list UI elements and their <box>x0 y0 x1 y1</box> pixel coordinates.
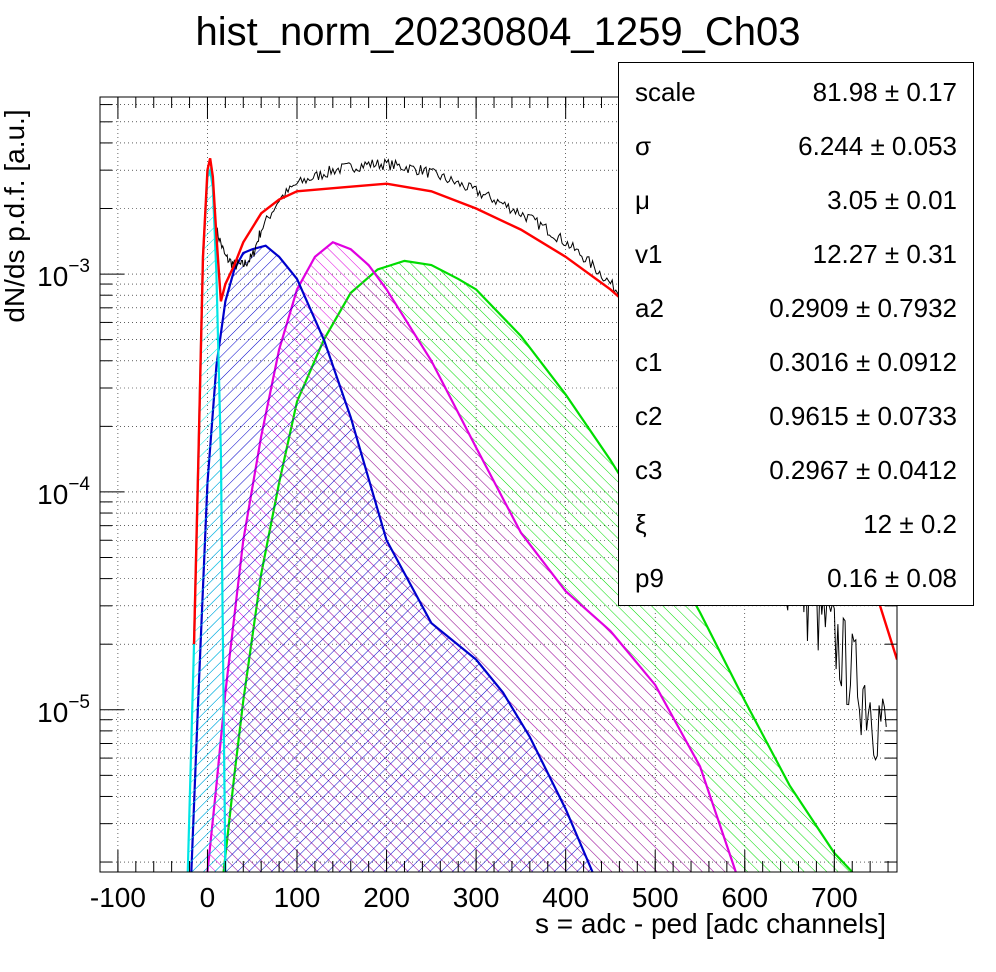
stat-row-v1: v1 12.27 ± 0.31 <box>619 227 973 281</box>
component-fill-area <box>187 170 226 872</box>
stat-name: σ <box>635 131 652 161</box>
stat-value: 0.3016 ± 0.0912 <box>769 347 957 377</box>
stat-name: p9 <box>635 563 664 593</box>
stat-name: a2 <box>635 293 664 323</box>
stat-value: 12 ± 0.2 <box>863 509 957 539</box>
stat-name: μ <box>635 185 650 215</box>
fit-parameter-box: scale 81.98 ± 0.17 σ 6.244 ± 0.053 μ 3.0… <box>618 62 974 606</box>
stat-row-sigma: σ 6.244 ± 0.053 <box>619 119 973 173</box>
stat-name: v1 <box>635 239 663 269</box>
stat-name: ξ <box>635 509 647 539</box>
x-tick-label: 300 <box>453 882 500 913</box>
x-tick-label: -100 <box>90 882 146 913</box>
stat-value: 12.27 ± 0.31 <box>812 239 957 269</box>
x-tick-label: 600 <box>721 882 768 913</box>
stat-row-xi: ξ 12 ± 0.2 <box>619 497 973 551</box>
x-tick-label: 700 <box>811 882 858 913</box>
stat-value: 0.9615 ± 0.0733 <box>769 401 957 431</box>
stat-value: 0.2967 ± 0.0412 <box>769 455 957 485</box>
stat-row-a2: a2 0.2909 ± 0.7932 <box>619 281 973 335</box>
x-tick-label: 0 <box>200 882 216 913</box>
stat-value: 81.98 ± 0.17 <box>812 77 957 107</box>
stat-row-scale: scale 81.98 ± 0.17 <box>619 65 973 119</box>
x-axis-label: s = adc - ped [adc channels] <box>535 908 886 939</box>
component-fill-area <box>191 245 593 872</box>
stat-value: 6.244 ± 0.053 <box>798 131 957 161</box>
y-axis-label: dN/ds p.d.f. [a.u.] <box>0 109 30 323</box>
stat-name: c3 <box>635 455 663 485</box>
x-tick-label: 200 <box>363 882 410 913</box>
x-tick-label: 400 <box>542 882 589 913</box>
stat-row-c2: c2 0.9615 ± 0.0733 <box>619 389 973 443</box>
x-tick-label: 100 <box>274 882 321 913</box>
stat-name: c2 <box>635 401 663 431</box>
chart-title: hist_norm_20230804_1259_Ch03 <box>195 10 801 54</box>
y-tick-label: 10−5 <box>37 692 90 728</box>
stat-row-c3: c3 0.2967 ± 0.0412 <box>619 443 973 497</box>
stat-value: 3.05 ± 0.01 <box>827 185 957 215</box>
stat-row-mu: μ 3.05 ± 0.01 <box>619 173 973 227</box>
stat-value: 0.16 ± 0.08 <box>827 563 957 593</box>
series-layer <box>186 158 897 872</box>
y-tick-label: 10−4 <box>37 474 90 510</box>
stat-name: scale <box>635 77 696 107</box>
stat-row-c1: c1 0.3016 ± 0.0912 <box>619 335 973 389</box>
stat-name: c1 <box>635 347 663 377</box>
y-tick-label: 10−3 <box>37 256 90 292</box>
stat-value: 0.2909 ± 0.7932 <box>769 293 957 323</box>
tick-labels: -100 0 100 200 300 400 500 600 700 10−5 10−4 10−3 <box>37 256 858 913</box>
x-tick-label: 500 <box>632 882 679 913</box>
stat-row-p9: p9 0.16 ± 0.08 <box>619 551 973 605</box>
